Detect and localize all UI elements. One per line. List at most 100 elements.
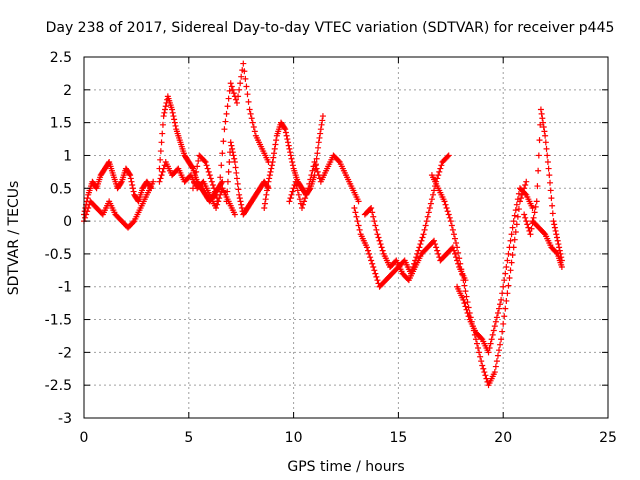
data-point bbox=[490, 327, 497, 334]
data-point bbox=[314, 168, 321, 175]
data-point bbox=[460, 296, 467, 303]
data-point bbox=[217, 174, 224, 181]
data-point bbox=[231, 155, 238, 162]
data-point bbox=[413, 254, 420, 261]
data-point bbox=[533, 198, 540, 205]
data-point bbox=[213, 204, 220, 211]
data-point bbox=[551, 221, 558, 228]
data-point bbox=[237, 198, 244, 205]
data-point bbox=[457, 260, 464, 267]
data-point bbox=[373, 273, 380, 280]
data-point bbox=[525, 224, 532, 231]
data-point bbox=[234, 175, 241, 182]
data-point bbox=[498, 296, 505, 303]
data-point bbox=[285, 142, 292, 149]
data-point bbox=[379, 247, 386, 254]
data-point bbox=[206, 172, 213, 179]
data-point bbox=[512, 229, 519, 236]
data-point bbox=[378, 244, 385, 251]
data-point bbox=[261, 204, 268, 211]
data-point bbox=[203, 162, 210, 169]
data-point bbox=[245, 98, 252, 105]
data-point bbox=[462, 288, 469, 295]
data-point bbox=[462, 303, 469, 310]
data-point bbox=[554, 237, 561, 244]
data-point bbox=[369, 209, 376, 216]
data-point bbox=[305, 185, 312, 192]
data-point bbox=[498, 336, 505, 343]
data-point bbox=[448, 222, 455, 229]
data-point bbox=[502, 270, 509, 277]
data-point bbox=[235, 93, 242, 100]
data-point bbox=[537, 106, 544, 113]
series-track-b bbox=[81, 178, 157, 231]
data-point bbox=[273, 137, 280, 144]
data-point bbox=[262, 196, 269, 203]
data-point bbox=[301, 198, 308, 205]
data-point bbox=[247, 110, 254, 117]
data-point bbox=[501, 277, 508, 284]
data-point bbox=[374, 277, 381, 284]
data-point bbox=[505, 250, 512, 257]
data-point bbox=[513, 221, 520, 228]
data-point bbox=[423, 218, 430, 225]
data-point bbox=[449, 226, 456, 233]
data-point bbox=[171, 116, 178, 123]
data-point bbox=[130, 219, 137, 226]
data-point bbox=[515, 206, 522, 213]
data-point bbox=[226, 159, 233, 166]
data-point bbox=[292, 178, 299, 185]
data-point bbox=[214, 195, 221, 202]
data-point bbox=[315, 144, 322, 151]
data-point bbox=[355, 222, 362, 229]
data-point bbox=[172, 122, 179, 129]
data-point bbox=[293, 183, 300, 190]
data-point bbox=[438, 162, 445, 169]
data-point bbox=[288, 155, 295, 162]
data-point bbox=[195, 157, 202, 164]
data-point bbox=[506, 274, 513, 281]
data-point bbox=[287, 149, 294, 156]
y-tick-label: -1.5 bbox=[45, 313, 72, 329]
data-point bbox=[282, 129, 289, 136]
data-point bbox=[536, 137, 543, 144]
data-point bbox=[483, 375, 490, 382]
data-point bbox=[464, 299, 471, 306]
data-point bbox=[504, 290, 511, 297]
x-axis-label: GPS time / hours bbox=[287, 459, 404, 475]
data-point bbox=[202, 159, 209, 166]
y-tick-label: -1 bbox=[58, 280, 72, 296]
data-point bbox=[472, 336, 479, 343]
data-point bbox=[250, 124, 257, 131]
data-point bbox=[553, 249, 560, 256]
data-point bbox=[485, 349, 492, 356]
data-point bbox=[170, 113, 177, 120]
data-point bbox=[534, 183, 541, 190]
data-point bbox=[434, 175, 441, 182]
data-point bbox=[300, 201, 307, 208]
data-point bbox=[261, 200, 268, 207]
data-point bbox=[318, 121, 325, 128]
data-point bbox=[371, 218, 378, 225]
data-point bbox=[263, 191, 270, 198]
data-point bbox=[444, 153, 451, 160]
data-point bbox=[424, 213, 431, 220]
data-point bbox=[453, 239, 460, 246]
data-point bbox=[551, 224, 558, 231]
data-point bbox=[309, 167, 316, 174]
data-point bbox=[461, 282, 468, 289]
x-tick-label: 5 bbox=[184, 430, 193, 446]
data-point bbox=[528, 225, 535, 232]
data-point bbox=[522, 181, 529, 188]
data-point bbox=[372, 222, 379, 229]
data-point bbox=[368, 204, 375, 211]
data-point bbox=[456, 255, 463, 262]
data-point bbox=[512, 207, 519, 214]
data-point bbox=[161, 109, 168, 116]
data-point bbox=[513, 201, 520, 208]
x-tick-label: 20 bbox=[494, 430, 512, 446]
data-point bbox=[435, 250, 442, 257]
data-point bbox=[272, 141, 279, 148]
data-point bbox=[527, 231, 534, 238]
data-point bbox=[494, 309, 501, 316]
